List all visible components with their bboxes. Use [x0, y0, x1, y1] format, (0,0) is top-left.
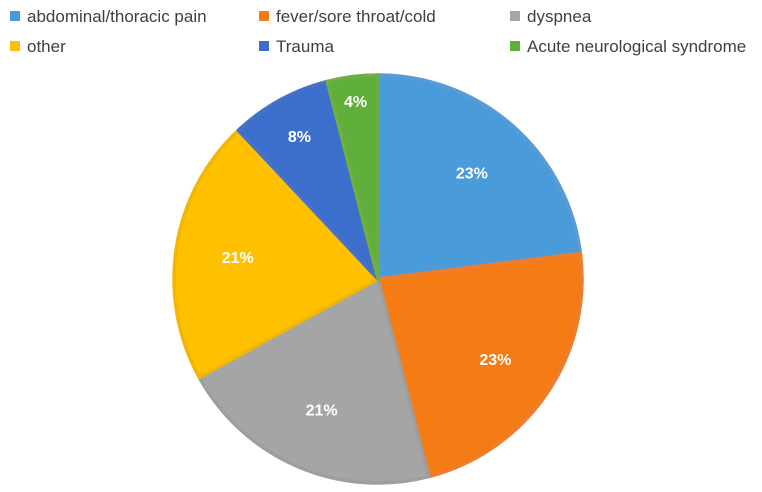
legend-swatch-3	[10, 41, 20, 51]
slice-labels: 23% 23% 21% 21% 8% 4%	[222, 94, 512, 419]
pie-slice-3	[172, 128, 380, 380]
legend-swatch-4	[259, 41, 269, 51]
slice-data-label-5: 4%	[344, 94, 367, 111]
pie-slice-2	[197, 277, 431, 485]
pie-slice-4	[236, 79, 380, 281]
slice-data-label-3: 21%	[222, 250, 254, 267]
legend-swatch-2	[510, 11, 520, 21]
legend-label-3: other	[27, 37, 66, 56]
legend-label-2: dyspnea	[527, 7, 592, 26]
pie-slice-0	[376, 73, 583, 281]
legend-label-4: Trauma	[276, 37, 334, 56]
legend-swatch-5	[510, 41, 520, 51]
legend-label-0: abdominal/thoracic pain	[27, 7, 207, 26]
slice-data-label-4: 8%	[288, 129, 311, 146]
legend-label-1: fever/sore throat/cold	[276, 7, 436, 26]
pie-slices	[172, 73, 584, 485]
legend-swatch-0	[10, 11, 20, 21]
legend-swatch-1	[259, 11, 269, 21]
pie-slice-1	[376, 251, 584, 479]
pie-slice-5	[325, 73, 380, 281]
slice-data-label-0: 23%	[456, 166, 488, 183]
slice-data-label-2: 21%	[306, 402, 338, 419]
legend-label-5: Acute neurological syndrome	[527, 37, 746, 56]
chart-legend: abdominal/thoracic pain fever/sore throat…	[10, 7, 746, 56]
slice-data-label-1: 23%	[479, 352, 511, 369]
